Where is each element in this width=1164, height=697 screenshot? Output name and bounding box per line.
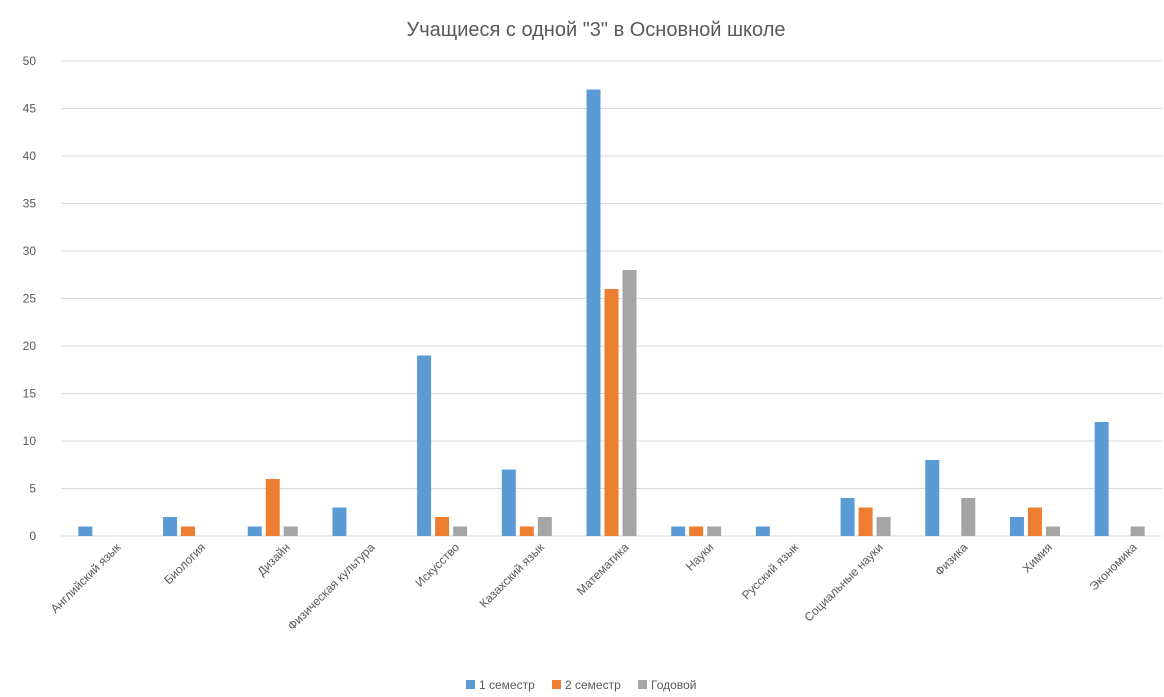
bar: [1027, 507, 1042, 536]
y-tick-label: 25: [23, 292, 37, 306]
bar: [537, 517, 552, 536]
legend-swatch: [552, 680, 561, 689]
y-tick-label: 50: [23, 54, 37, 68]
legend-label: 1 семестр: [479, 678, 535, 692]
bar: [586, 89, 601, 536]
x-tick-label: Физическая культура: [285, 540, 378, 633]
bar: [671, 526, 686, 536]
bar: [604, 289, 619, 536]
bar: [925, 460, 940, 536]
legend-swatch: [466, 680, 475, 689]
bar: [840, 498, 855, 536]
chart-title: Учащиеся с одной "3" в Основной школе: [407, 19, 786, 41]
x-tick-label: Искусство: [413, 540, 463, 590]
bar: [453, 526, 468, 536]
bar: [247, 526, 262, 536]
y-tick-label: 45: [23, 102, 37, 116]
bar: [332, 507, 347, 536]
bar: [858, 507, 873, 536]
y-tick-label: 0: [29, 529, 36, 543]
y-tick-label: 5: [29, 482, 36, 496]
bar: [435, 517, 450, 536]
bar: [163, 517, 178, 536]
bar: [283, 526, 298, 536]
bars: [78, 89, 1145, 536]
y-tick-label: 15: [23, 387, 37, 401]
x-tick-label: Науки: [683, 540, 716, 573]
bar: [622, 270, 637, 536]
y-tick-label: 20: [23, 339, 37, 353]
bar: [707, 526, 722, 536]
legend-swatch: [638, 680, 647, 689]
bar: [519, 526, 534, 536]
bar: [1094, 422, 1109, 536]
x-tick-label: Экономика: [1087, 540, 1140, 593]
x-tick-label: Социальные науки: [801, 540, 885, 624]
y-tick-label: 30: [23, 244, 37, 258]
x-tick-label: Казахский язык: [477, 540, 548, 611]
x-tick-label: Биология: [161, 540, 208, 587]
x-tick-label: Русский язык: [739, 540, 802, 603]
legend-label: 2 семестр: [565, 678, 621, 692]
bar: [876, 517, 891, 536]
x-tick-label: Дизайн: [254, 540, 292, 578]
bar: [961, 498, 976, 536]
x-axis-ticks: Английский язык Биология ДизайнФизическая …: [48, 540, 1140, 633]
x-tick-label: Английский язык: [48, 540, 124, 616]
bar: [501, 469, 516, 536]
y-tick-label: 35: [23, 197, 37, 211]
bar: [689, 526, 704, 536]
bar: [181, 526, 196, 536]
x-tick-label: Химия: [1020, 540, 1055, 575]
legend-label: Годовой: [651, 678, 696, 692]
x-tick-label: Физика: [932, 540, 971, 579]
y-tick-label: 10: [23, 434, 37, 448]
bar: [417, 355, 432, 536]
y-tick-label: 40: [23, 149, 37, 163]
legend: 1 семестр 2 семестр Годовой: [466, 678, 696, 692]
bar: [1130, 526, 1145, 536]
bar: [265, 479, 280, 536]
bar: [78, 526, 93, 536]
x-tick-label: Математика: [574, 540, 632, 598]
bar: [755, 526, 770, 536]
y-axis-ticks: 0 5 10 15 20 25 30 35 40 45 50: [23, 54, 37, 543]
bar: [1009, 517, 1024, 536]
bar: [1045, 526, 1060, 536]
